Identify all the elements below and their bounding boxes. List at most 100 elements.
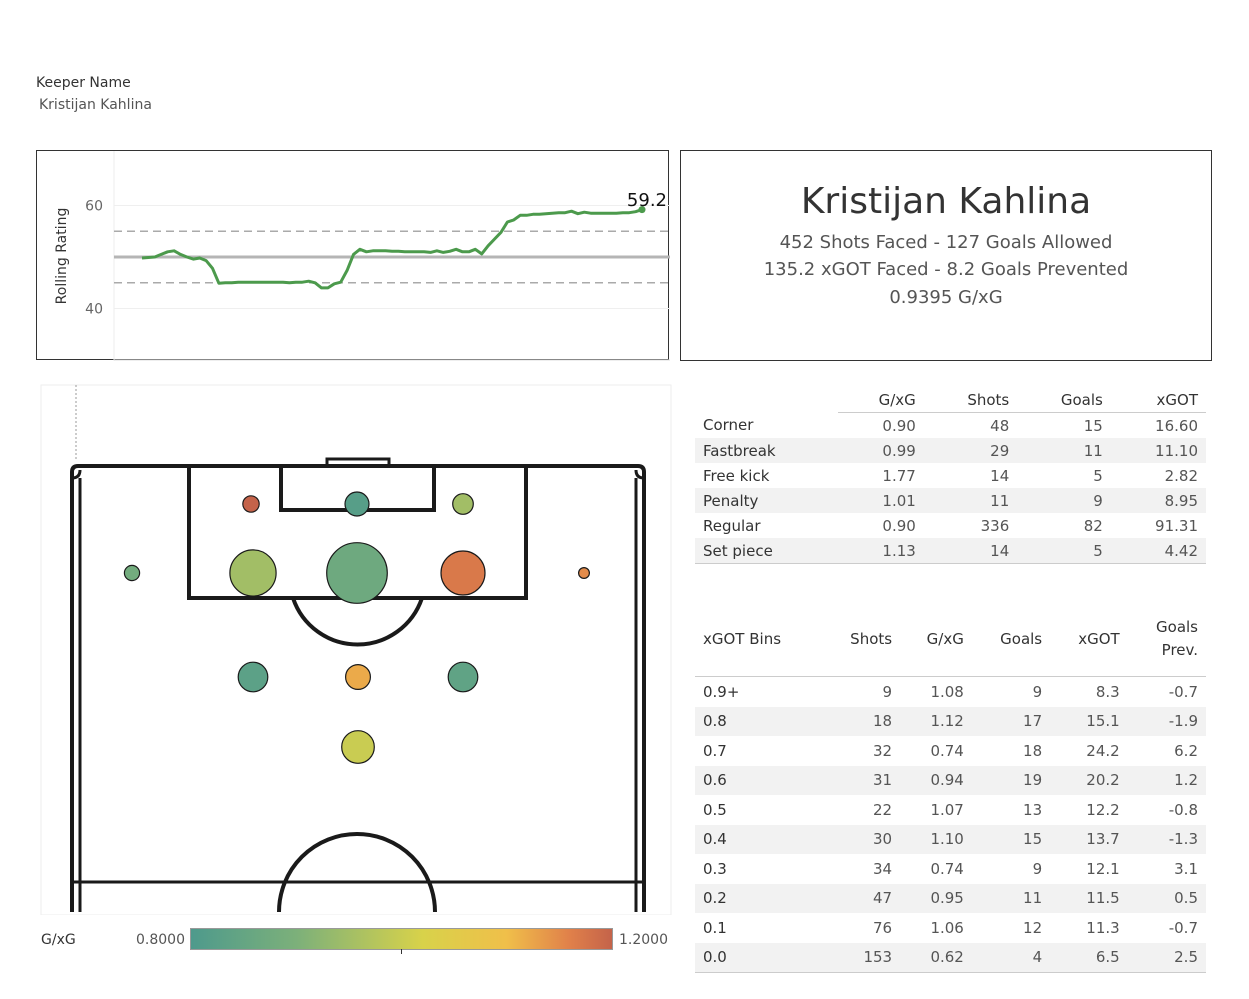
cell-goals-prevented: -1.9 <box>1127 706 1206 736</box>
table-row[interactable]: 0.2 47 0.95 11 11.5 0.5 <box>695 883 1206 913</box>
cell-gxg: 1.08 <box>930 682 964 701</box>
cell-gxg: 1.13 <box>837 538 924 564</box>
table-row[interactable]: 0.4 30 1.10 15 13.7 -1.3 <box>695 824 1206 854</box>
table-row[interactable]: 0.7 32 0.74 18 24.2 6.2 <box>695 736 1206 766</box>
zone-bubble[interactable] <box>344 491 370 517</box>
shot-type-table: G/xG Shots Goals xGOT Corner 0.90 48 15 16.6… <box>695 388 1206 564</box>
cell-gxg: 0.90 <box>882 516 916 535</box>
cell-xgot: 24.2 <box>1086 741 1120 760</box>
cell-goals-prevented: 2.5 <box>1127 942 1206 973</box>
header-goals[interactable]: Goals <box>971 602 1051 677</box>
table-row[interactable]: 0.8 18 1.12 17 15.1 -1.9 <box>695 706 1206 736</box>
cell-gxg: 1.12 <box>900 706 972 736</box>
table-row[interactable]: 0.3 34 0.74 9 12.1 3.1 <box>695 854 1206 884</box>
header-gxg[interactable]: G/xG <box>900 602 972 677</box>
row-type: Free kick <box>703 466 770 485</box>
gridlines <box>114 205 670 309</box>
table-row[interactable]: Free kick 1.77 14 5 2.82 <box>695 463 1206 488</box>
last-point-marker[interactable] <box>638 206 646 214</box>
table-row[interactable]: Regular 0.90 336 82 91.31 <box>695 513 1206 538</box>
cell-goals-prevented: -0.8 <box>1168 800 1198 819</box>
shots-goals-line: 452 Shots Faced - 127 Goals Allowed <box>779 232 1113 253</box>
header-goals[interactable]: Goals <box>1017 388 1111 413</box>
cell-goals: 5 <box>1093 466 1103 485</box>
keeper-filter-value[interactable]: Kristijan Kahlina <box>39 97 152 113</box>
pitch-background <box>40 384 672 915</box>
table-row[interactable]: 0.9+ 9 1.08 9 8.3 -0.7 <box>695 677 1206 707</box>
row-bin: 0.6 <box>695 765 822 795</box>
cell-shots: 14 <box>923 538 1018 564</box>
zone-bubble[interactable] <box>237 661 269 693</box>
cell-gxg: 0.99 <box>837 438 924 463</box>
table-header-row: G/xG Shots Goals xGOT <box>695 388 1206 413</box>
zone-bubble[interactable] <box>345 664 372 691</box>
cell-goals-prevented: 3.1 <box>1174 859 1198 878</box>
keeper-name-heading: Kristijan Kahlina <box>800 181 1092 222</box>
zone-bubble[interactable] <box>229 549 277 597</box>
table-row[interactable]: 0.6 31 0.94 19 20.2 1.2 <box>695 765 1206 795</box>
shot-location-pitch <box>40 384 672 915</box>
cell-xgot: 8.3 <box>1095 682 1120 701</box>
zone-bubble[interactable] <box>440 550 486 596</box>
cell-gxg: 1.77 <box>882 466 916 485</box>
rolling-rating-panel: 40 60 Rolling Rating 59.2 <box>36 150 670 361</box>
cell-gxg: 1.01 <box>837 488 924 513</box>
table-row[interactable]: Set piece 1.13 14 5 4.42 <box>695 538 1206 564</box>
table-row[interactable]: Penalty 1.01 11 9 8.95 <box>695 488 1206 513</box>
cell-goals: 9 <box>1032 682 1043 701</box>
y-tick-label: 60 <box>85 199 103 215</box>
cell-xgot: 11.3 <box>1086 918 1120 937</box>
header-goals-prevented[interactable]: Goals Prev. <box>1127 602 1206 677</box>
cell-shots: 34 <box>872 859 893 878</box>
cell-shots: 47 <box>821 883 901 913</box>
cell-goals: 19 <box>971 765 1051 795</box>
corner-arc-right <box>634 469 645 480</box>
row-bin: 0.0 <box>695 942 822 973</box>
cell-xgot: 12.1 <box>1086 859 1120 878</box>
table-row[interactable]: 0.0 153 0.62 4 6.5 2.5 <box>695 942 1206 973</box>
cell-goals: 82 <box>1083 516 1103 535</box>
header-xgot[interactable]: xGOT <box>1110 388 1206 413</box>
cell-gxg: 0.74 <box>930 859 964 878</box>
legend-min-label: 0.8000 <box>136 932 185 948</box>
row-type: Penalty <box>695 488 838 513</box>
header-xgot[interactable]: xGOT <box>1050 602 1128 677</box>
header-shots[interactable]: Shots <box>923 388 1018 413</box>
cell-xgot: 2.82 <box>1164 466 1198 485</box>
zone-bubble[interactable] <box>577 567 590 580</box>
table-row[interactable]: Fastbreak 0.99 29 11 11.10 <box>695 438 1206 463</box>
header-bins: xGOT Bins <box>695 602 822 677</box>
keeper-filter-title: Keeper Name <box>36 75 131 91</box>
cell-shots: 336 <box>980 516 1010 535</box>
cell-goals: 12 <box>1023 918 1043 937</box>
cell-xgot: 13.7 <box>1050 824 1128 854</box>
zone-bubble[interactable] <box>242 495 260 513</box>
cell-gxg: 0.94 <box>900 765 972 795</box>
row-type: Corner <box>703 416 754 435</box>
header-gxg[interactable]: G/xG <box>837 388 924 413</box>
zone-bubble[interactable] <box>326 542 388 604</box>
cell-xgot: 6.5 <box>1050 942 1128 973</box>
centre-circle <box>277 832 437 913</box>
cell-goals: 18 <box>1023 741 1043 760</box>
zone-bubble[interactable] <box>452 493 474 515</box>
zone-bubble[interactable] <box>447 661 479 693</box>
table-row[interactable]: 0.1 76 1.06 12 11.3 -0.7 <box>695 913 1206 943</box>
cell-shots: 76 <box>872 918 893 937</box>
table-row[interactable]: Corner 0.90 48 15 16.60 <box>695 413 1206 439</box>
header-shots[interactable]: Shots <box>821 602 901 677</box>
legend-mid-tick <box>401 949 402 954</box>
row-bin: 0.7 <box>703 741 727 760</box>
keeper-summary-panel: Kristijan Kahlina 452 Shots Faced - 127 … <box>680 150 1212 361</box>
table-row[interactable]: 0.5 22 1.07 13 12.2 -0.8 <box>695 795 1206 825</box>
cell-shots: 32 <box>872 741 893 760</box>
cell-shots: 31 <box>821 765 901 795</box>
cell-xgot: 16.60 <box>1155 416 1198 435</box>
cell-goals: 13 <box>1023 800 1043 819</box>
penalty-arc <box>291 597 424 647</box>
zone-bubble[interactable] <box>341 730 375 764</box>
cell-xgot: 4.42 <box>1110 538 1206 564</box>
zone-bubble[interactable] <box>123 564 141 582</box>
row-bin: 0.4 <box>695 824 822 854</box>
cell-xgot: 15.1 <box>1050 706 1128 736</box>
